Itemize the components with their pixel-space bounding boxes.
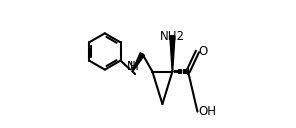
Text: NH2: NH2 [160,30,185,43]
Text: O: O [199,45,208,58]
Text: OH: OH [198,105,216,118]
Text: N: N [127,60,136,73]
Polygon shape [170,36,175,72]
Text: H: H [130,60,139,73]
Polygon shape [132,53,144,72]
